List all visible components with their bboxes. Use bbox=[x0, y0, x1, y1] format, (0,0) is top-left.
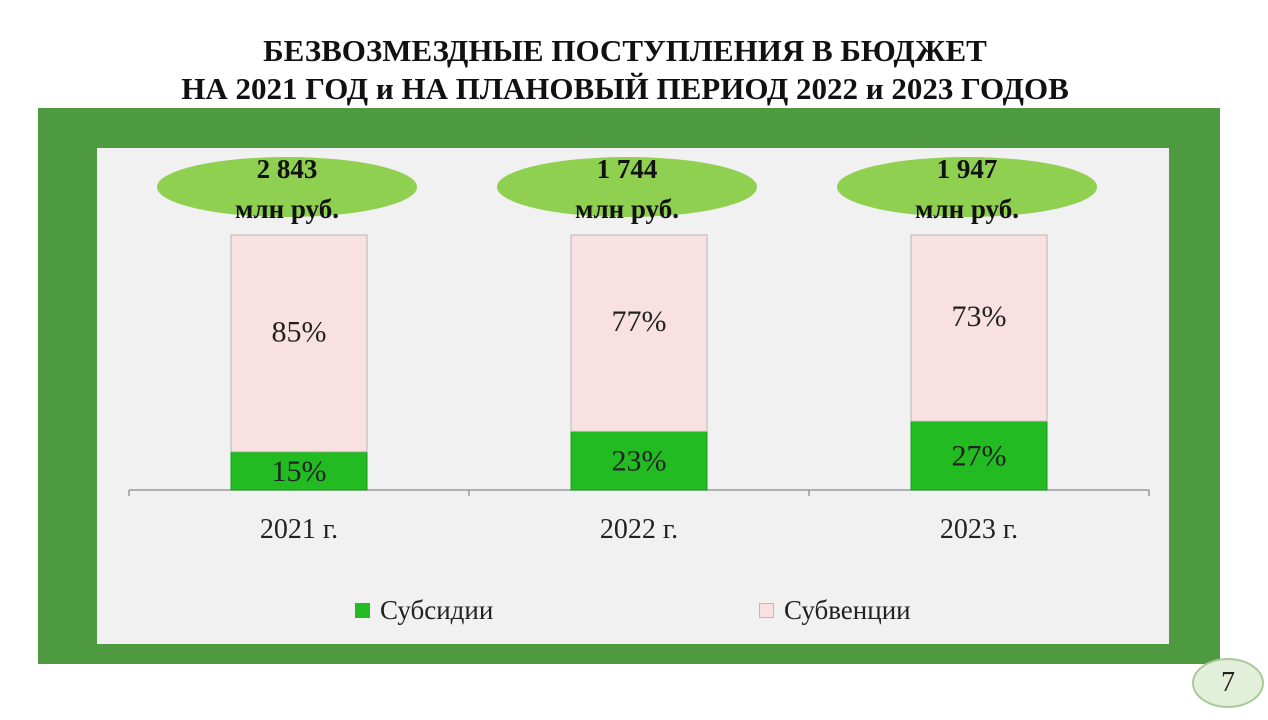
legend-label-subventions: Субвенции bbox=[784, 594, 911, 625]
title-line-1: БЕЗВОЗМЕЗДНЫЕ ПОСТУПЛЕНИЯ В БЮДЖЕТ bbox=[263, 33, 987, 68]
chart-plot-area: 15% 85% 2021 г. 2 843 млн руб. 23% 77% 2022 г. 1… bbox=[97, 148, 1169, 644]
data-label-subsidies: 23% bbox=[612, 445, 667, 478]
title-line-2: НА 2021 ГОД и НА ПЛАНОВЫЙ ПЕРИОД 2022 и … bbox=[181, 71, 1069, 106]
total-unit: млн руб. bbox=[235, 194, 339, 224]
legend-swatch-subsidies bbox=[355, 602, 370, 618]
legend-item-subsidies: Субсидии bbox=[355, 592, 493, 628]
page-number: 7 bbox=[1221, 667, 1235, 698]
bar-segment-subsidies bbox=[230, 451, 368, 491]
x-tick-label: 2022 г. bbox=[600, 514, 678, 545]
data-label-subventions: 73% bbox=[952, 300, 1007, 333]
bar-segment-subsidies bbox=[570, 430, 708, 491]
bar-segment-subventions bbox=[910, 234, 1048, 422]
stacked-bar-chart: 15% 85% 2021 г. 2 843 млн руб. 23% 77% 2022 г. 1… bbox=[128, 154, 1150, 545]
x-tick-label: 2023 г. bbox=[940, 514, 1018, 545]
data-label-subventions: 77% bbox=[612, 305, 667, 338]
total-ellipse bbox=[497, 157, 757, 217]
bar-segment-subventions bbox=[230, 234, 368, 453]
data-label-subsidies: 15% bbox=[272, 455, 327, 488]
total-ellipse bbox=[837, 157, 1097, 217]
bar-segment-subsidies bbox=[910, 420, 1048, 491]
legend-swatch-subventions bbox=[759, 602, 774, 618]
total-ellipse bbox=[157, 157, 417, 217]
total-unit: млн руб. bbox=[915, 194, 1019, 224]
data-label-subsidies: 27% bbox=[952, 440, 1007, 473]
page-title: БЕЗВОЗМЕЗДНЫЕ ПОСТУПЛЕНИЯ В БЮДЖЕТ НА 20… bbox=[0, 32, 1250, 108]
bar-segment-subventions bbox=[570, 234, 708, 432]
total-value: 1 744 bbox=[597, 154, 658, 184]
x-tick-label: 2021 г. bbox=[260, 514, 338, 545]
legend-item-subventions: Субвенции bbox=[759, 592, 911, 628]
total-value: 2 843 bbox=[257, 154, 318, 184]
total-value: 1 947 bbox=[937, 154, 998, 184]
data-label-subventions: 85% bbox=[272, 315, 327, 348]
legend-label-subsidies: Субсидии bbox=[380, 594, 494, 625]
page-number-badge: 7 bbox=[1192, 658, 1264, 708]
total-unit: млн руб. bbox=[575, 194, 679, 224]
